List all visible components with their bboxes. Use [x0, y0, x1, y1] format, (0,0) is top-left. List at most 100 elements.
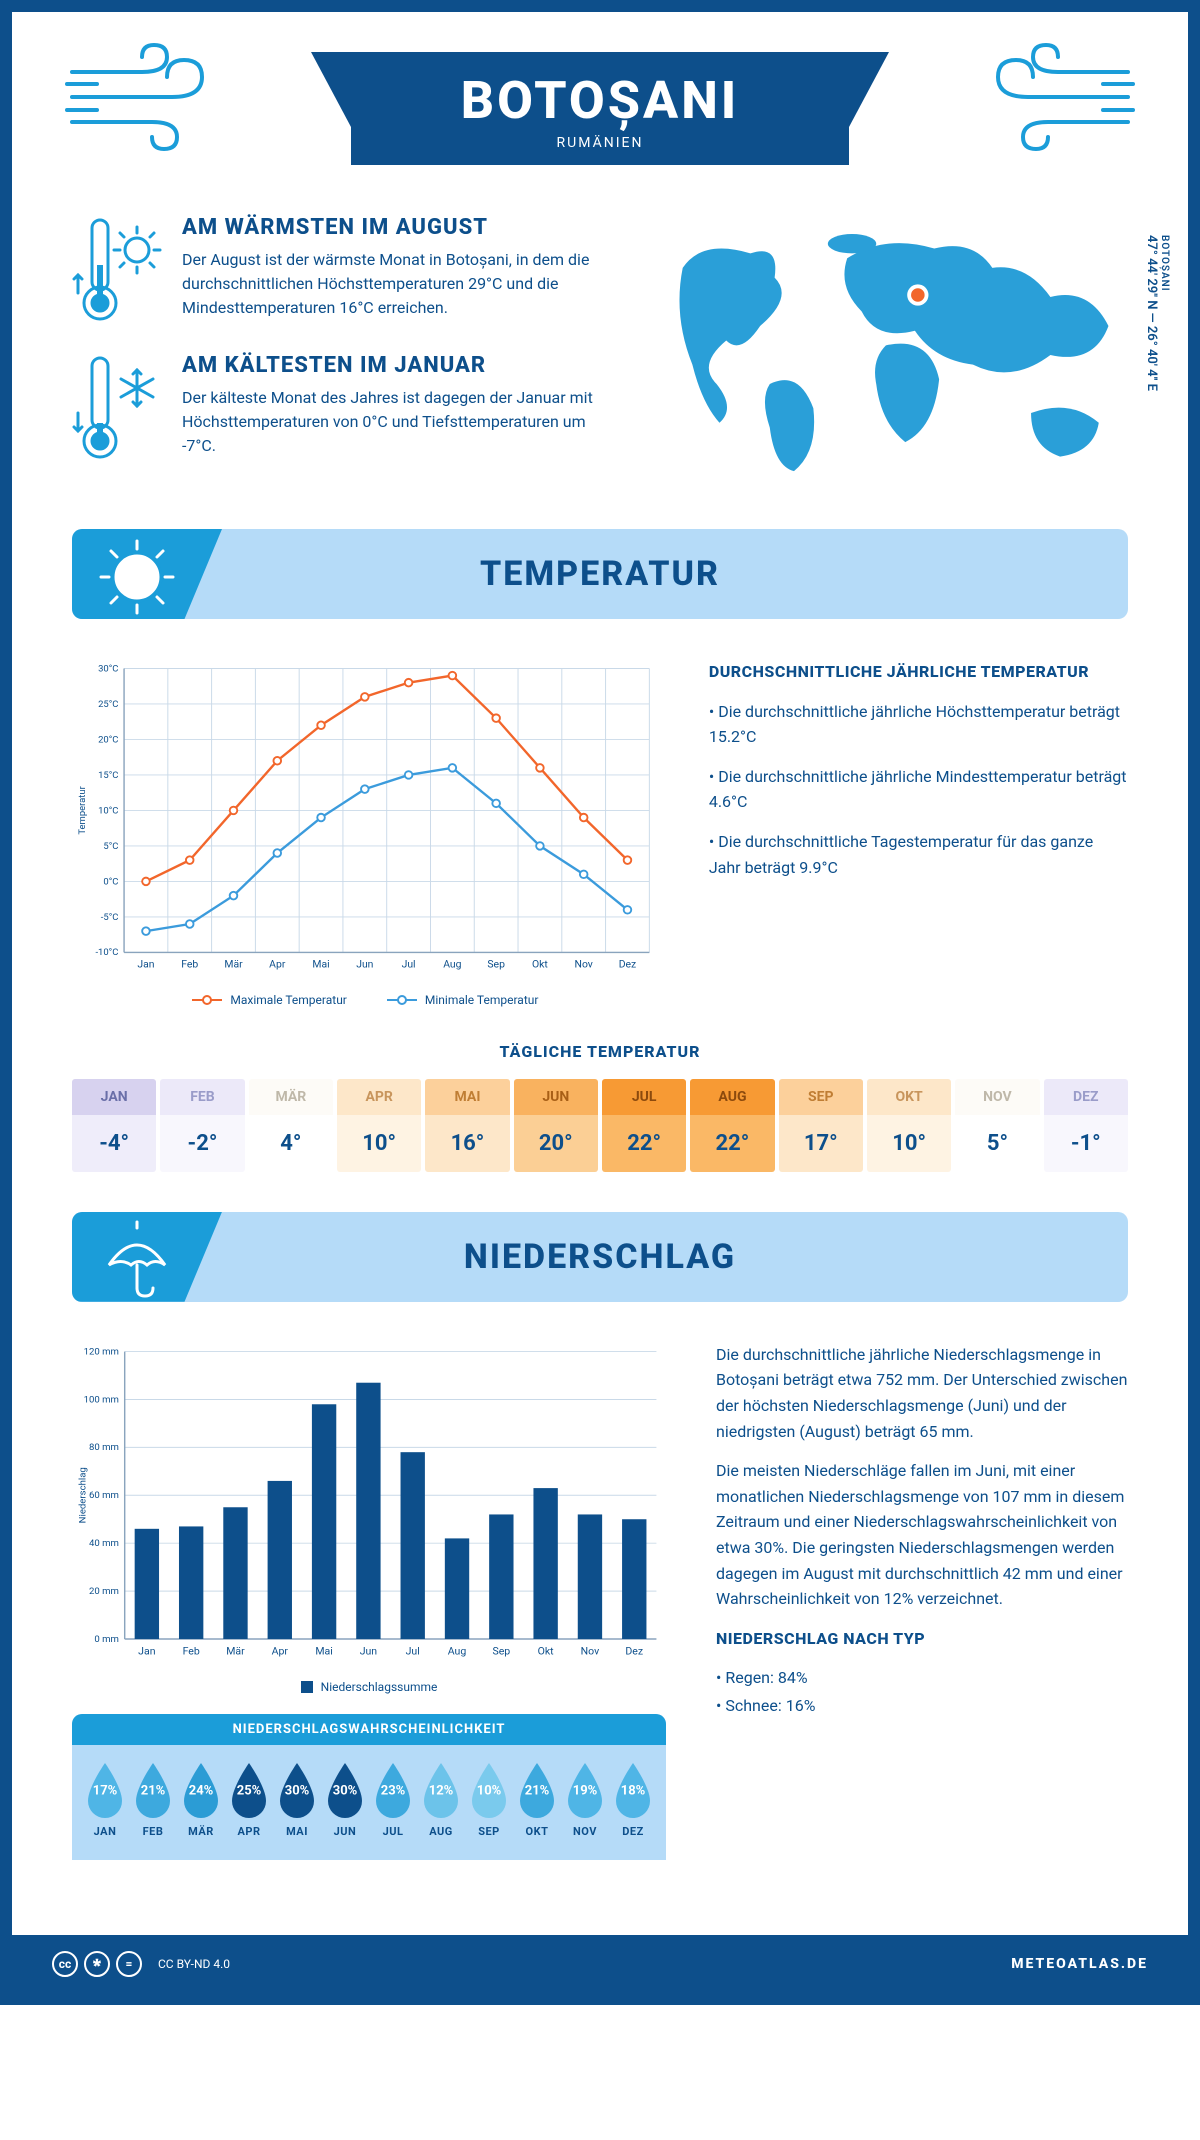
prob-cell: 10% SEP — [466, 1761, 512, 1838]
sun-icon — [97, 537, 177, 617]
daily-cell: MAI 16° — [425, 1079, 509, 1172]
svg-text:5°C: 5°C — [103, 841, 118, 852]
svg-text:Jul: Jul — [402, 958, 416, 971]
svg-text:Apr: Apr — [269, 958, 286, 971]
svg-text:60 mm: 60 mm — [89, 1490, 119, 1501]
raindrop-icon: 25% — [226, 1761, 272, 1819]
raindrop-icon: 19% — [562, 1761, 608, 1819]
daily-cell: APR 10° — [337, 1079, 421, 1172]
thermometer-cold-icon — [72, 353, 162, 463]
license-badge: cc 🞲 = CC BY-ND 4.0 — [52, 1951, 230, 1977]
daily-cell: FEB -2° — [160, 1079, 244, 1172]
raindrop-icon: 18% — [610, 1761, 656, 1819]
svg-text:40 mm: 40 mm — [89, 1538, 119, 1549]
raindrop-icon: 12% — [418, 1761, 464, 1819]
temperature-chart: -10°C-5°C0°C5°C10°C15°C20°C25°C30°CJanFe… — [72, 659, 659, 1007]
svg-text:20 mm: 20 mm — [89, 1586, 119, 1597]
coldest-fact: AM KÄLTESTEN IM JANUAR Der kälteste Mona… — [72, 353, 604, 463]
prob-cell: 30% JUN — [322, 1761, 368, 1838]
svg-text:Jun: Jun — [356, 958, 373, 971]
section-precipitation: NIEDERSCHLAG — [72, 1212, 1128, 1302]
svg-text:80 mm: 80 mm — [89, 1442, 119, 1453]
svg-text:Dez: Dez — [625, 1644, 643, 1657]
raindrop-icon: 24% — [178, 1761, 224, 1819]
warmest-fact: AM WÄRMSTEN IM AUGUST Der August ist der… — [72, 215, 604, 325]
svg-text:10°C: 10°C — [98, 805, 118, 816]
svg-text:Apr: Apr — [272, 1644, 289, 1657]
daily-cell: NOV 5° — [955, 1079, 1039, 1172]
prob-cell: 21% OKT — [514, 1761, 560, 1838]
svg-text:30°C: 30°C — [98, 663, 118, 674]
fact-text: Der August ist der wärmste Monat in Boto… — [182, 248, 604, 320]
cc-icon: cc — [52, 1951, 78, 1977]
intro-row: AM WÄRMSTEN IM AUGUST Der August ist der… — [72, 215, 1128, 499]
svg-text:Dez: Dez — [619, 958, 637, 971]
coordinates: BOTOȘANI 47° 44' 29'' N — 26° 40' 4'' E — [1144, 235, 1170, 391]
prob-cell: 17% JAN — [82, 1761, 128, 1838]
brand: METEOATLAS.DE — [1011, 1956, 1148, 1972]
svg-text:Okt: Okt — [538, 1644, 555, 1657]
precipitation-probability-panel: NIEDERSCHLAGSWAHRSCHEINLICHKEIT 17% JAN … — [72, 1714, 666, 1860]
svg-text:-5°C: -5°C — [101, 912, 119, 923]
svg-text:Niederschlag: Niederschlag — [77, 1467, 88, 1523]
raindrop-icon: 30% — [322, 1761, 368, 1819]
daily-cell: JUN 20° — [514, 1079, 598, 1172]
svg-text:15°C: 15°C — [98, 770, 118, 781]
world-map-icon — [644, 215, 1128, 495]
daily-temp-title: TÄGLICHE TEMPERATUR — [72, 1042, 1128, 1061]
fact-title: AM KÄLTESTEN IM JANUAR — [182, 353, 604, 378]
section-title: NIEDERSCHLAG — [72, 1237, 1128, 1277]
daily-cell: OKT 10° — [867, 1079, 951, 1172]
wind-icon — [62, 42, 212, 152]
fact-text: Der kälteste Monat des Jahres ist dagege… — [182, 386, 604, 458]
thermometer-hot-icon — [72, 215, 162, 325]
prob-cell: 19% NOV — [562, 1761, 608, 1838]
prob-cell: 23% JUL — [370, 1761, 416, 1838]
svg-text:Jul: Jul — [406, 1644, 420, 1657]
svg-text:100 mm: 100 mm — [84, 1394, 119, 1405]
umbrella-icon — [97, 1220, 177, 1300]
section-temperature: TEMPERATUR — [72, 529, 1128, 619]
svg-text:Mär: Mär — [224, 958, 243, 971]
chart-legend: Maximale Temperatur Minimale Temperatur — [72, 993, 659, 1007]
country-name: RUMÄNIEN — [461, 135, 740, 151]
footer: cc 🞲 = CC BY-ND 4.0 METEOATLAS.DE — [12, 1935, 1188, 1993]
svg-text:Sep: Sep — [492, 1644, 510, 1657]
raindrop-icon: 23% — [370, 1761, 416, 1819]
prob-cell: 12% AUG — [418, 1761, 464, 1838]
title-banner: BOTOȘANI RUMÄNIEN — [351, 52, 850, 165]
chart-legend: Niederschlagssumme — [72, 1680, 666, 1694]
prob-cell: 21% FEB — [130, 1761, 176, 1838]
prob-cell: 18% DEZ — [610, 1761, 656, 1838]
map-panel: BOTOȘANI 47° 44' 29'' N — 26° 40' 4'' E — [644, 215, 1128, 499]
infographic-page: BOTOȘANI RUMÄNIEN — [0, 0, 1200, 2005]
svg-text:Feb: Feb — [183, 1644, 200, 1657]
svg-text:Nov: Nov — [575, 958, 593, 971]
svg-text:25°C: 25°C — [98, 699, 118, 710]
svg-text:Jan: Jan — [137, 958, 154, 971]
temperature-summary: DURCHSCHNITTLICHE JÄHRLICHE TEMPERATUR •… — [709, 659, 1128, 1007]
svg-text:Okt: Okt — [532, 958, 548, 971]
daily-cell: AUG 22° — [690, 1079, 774, 1172]
daily-cell: MÄR 4° — [249, 1079, 333, 1172]
daily-cell: JUL 22° — [602, 1079, 686, 1172]
svg-text:0°C: 0°C — [103, 876, 118, 887]
prob-cell: 24% MÄR — [178, 1761, 224, 1838]
prob-cell: 25% APR — [226, 1761, 272, 1838]
precipitation-chart: 0 mm20 mm40 mm60 mm80 mm100 mm120 mmJanF… — [72, 1342, 666, 1860]
svg-text:Jun: Jun — [360, 1644, 378, 1657]
precipitation-summary: Die durchschnittliche jährliche Niedersc… — [716, 1342, 1128, 1860]
svg-text:Nov: Nov — [581, 1644, 600, 1657]
header: BOTOȘANI RUMÄNIEN — [12, 12, 1188, 195]
nd-icon: = — [116, 1951, 142, 1977]
fact-title: AM WÄRMSTEN IM AUGUST — [182, 215, 604, 240]
svg-text:Feb: Feb — [181, 958, 198, 971]
by-icon: 🞲 — [84, 1951, 110, 1977]
svg-text:Mai: Mai — [312, 958, 329, 971]
wind-icon — [988, 42, 1138, 152]
daily-cell: JAN -4° — [72, 1079, 156, 1172]
svg-text:Mär: Mär — [226, 1644, 245, 1657]
daily-temperature-table: JAN -4° FEB -2° MÄR 4° APR 10° MAI 16° J… — [72, 1079, 1128, 1172]
raindrop-icon: 30% — [274, 1761, 320, 1819]
raindrop-icon: 21% — [514, 1761, 560, 1819]
